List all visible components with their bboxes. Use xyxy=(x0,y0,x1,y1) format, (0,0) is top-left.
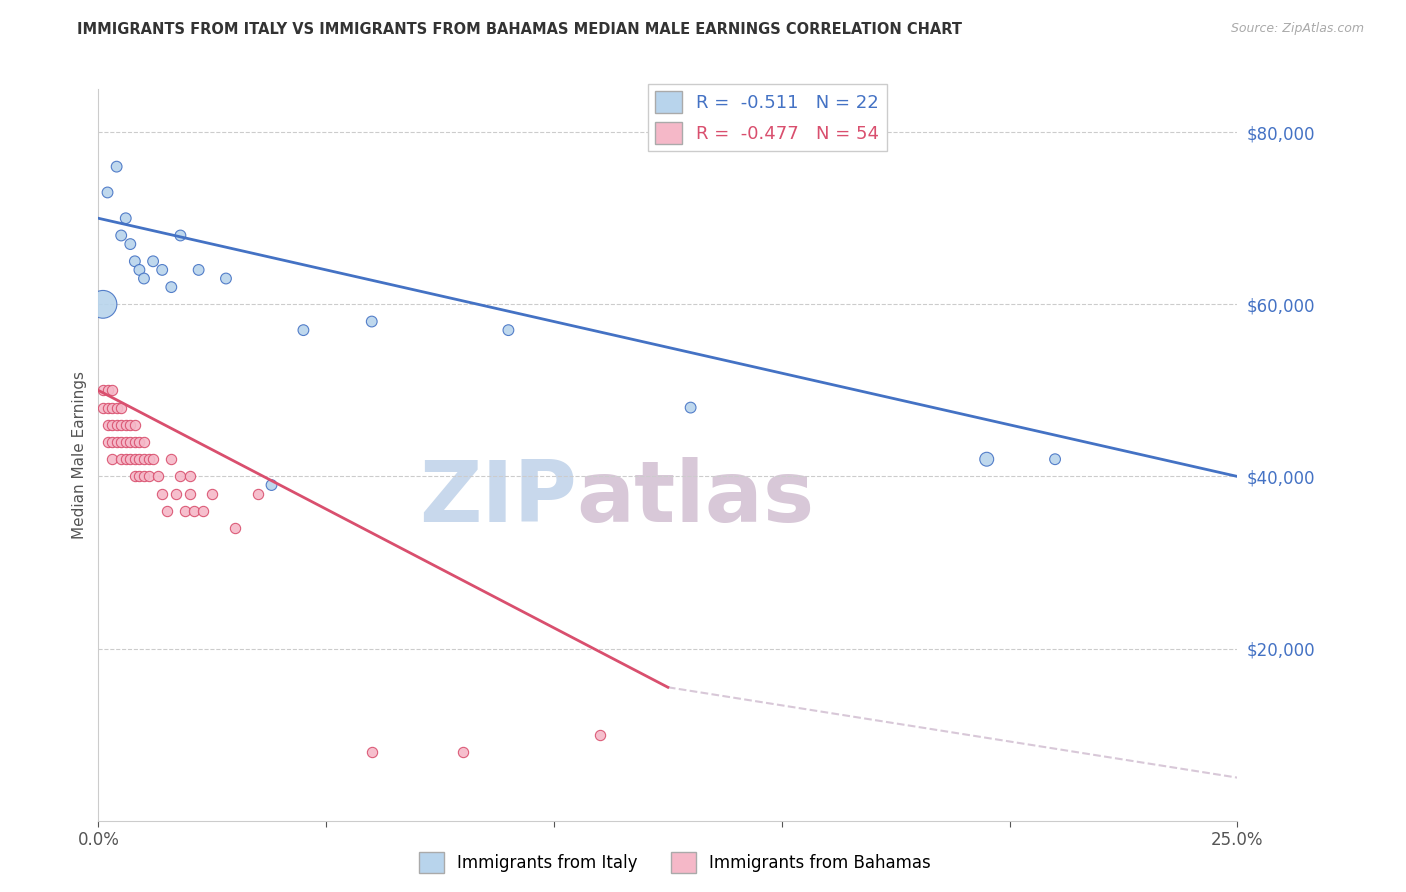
Point xyxy=(246,486,269,500)
Point xyxy=(193,504,215,518)
Point xyxy=(110,401,132,415)
Text: IMMIGRANTS FROM ITALY VS IMMIGRANTS FROM BAHAMAS MEDIAN MALE EARNINGS CORRELATIO: IMMIGRANTS FROM ITALY VS IMMIGRANTS FROM… xyxy=(77,22,962,37)
Point xyxy=(105,160,128,174)
Point xyxy=(101,384,124,398)
Point xyxy=(201,486,224,500)
Point xyxy=(91,384,114,398)
Text: atlas: atlas xyxy=(576,458,815,541)
Point xyxy=(96,401,118,415)
Point xyxy=(114,452,136,467)
Point xyxy=(110,435,132,450)
Point xyxy=(146,469,169,483)
Point xyxy=(215,271,238,285)
Point xyxy=(498,323,520,337)
Point xyxy=(91,297,114,311)
Point xyxy=(120,435,142,450)
Point xyxy=(156,504,179,518)
Point xyxy=(114,211,136,226)
Point xyxy=(124,417,146,432)
Legend: R =  -0.511   N = 22, R =  -0.477   N = 54: R = -0.511 N = 22, R = -0.477 N = 54 xyxy=(648,84,887,151)
Point xyxy=(128,435,150,450)
Point xyxy=(132,469,155,483)
Point xyxy=(224,521,246,535)
Point xyxy=(101,435,124,450)
Point xyxy=(124,452,146,467)
Point xyxy=(120,417,142,432)
Point xyxy=(142,452,165,467)
Point xyxy=(96,384,118,398)
Point xyxy=(124,469,146,483)
Point xyxy=(105,401,128,415)
Point xyxy=(110,417,132,432)
Point xyxy=(150,263,173,277)
Point xyxy=(101,417,124,432)
Text: Source: ZipAtlas.com: Source: ZipAtlas.com xyxy=(1230,22,1364,36)
Point xyxy=(183,504,205,518)
Point xyxy=(132,271,155,285)
Point xyxy=(187,263,209,277)
Point xyxy=(114,435,136,450)
Point xyxy=(128,263,150,277)
Point xyxy=(160,452,183,467)
Point xyxy=(124,435,146,450)
Point xyxy=(128,469,150,483)
Point xyxy=(360,745,382,759)
Point xyxy=(110,452,132,467)
Point xyxy=(124,254,146,268)
Y-axis label: Median Male Earnings: Median Male Earnings xyxy=(72,371,87,539)
Point xyxy=(96,435,118,450)
Point xyxy=(132,435,155,450)
Point xyxy=(1043,452,1066,467)
Point xyxy=(96,417,118,432)
Point xyxy=(138,452,160,467)
Point xyxy=(174,504,197,518)
Point xyxy=(360,314,382,328)
Point xyxy=(588,728,610,742)
Point xyxy=(451,745,474,759)
Point xyxy=(101,401,124,415)
Point xyxy=(105,417,128,432)
Point xyxy=(120,452,142,467)
Point xyxy=(132,452,155,467)
Point xyxy=(179,486,201,500)
Point xyxy=(169,469,191,483)
Point xyxy=(142,254,165,268)
Point xyxy=(120,237,142,252)
Point xyxy=(292,323,315,337)
Point xyxy=(128,452,150,467)
Point xyxy=(169,228,191,243)
Point xyxy=(110,228,132,243)
Text: ZIP: ZIP xyxy=(419,458,576,541)
Point xyxy=(114,417,136,432)
Point xyxy=(160,280,183,294)
Point xyxy=(91,401,114,415)
Legend: Immigrants from Italy, Immigrants from Bahamas: Immigrants from Italy, Immigrants from B… xyxy=(412,846,938,880)
Point xyxy=(105,435,128,450)
Point xyxy=(150,486,173,500)
Point xyxy=(138,469,160,483)
Point xyxy=(165,486,187,500)
Point xyxy=(179,469,201,483)
Point xyxy=(976,452,998,467)
Point xyxy=(96,186,118,200)
Point xyxy=(101,452,124,467)
Point xyxy=(260,478,283,492)
Point xyxy=(679,401,702,415)
